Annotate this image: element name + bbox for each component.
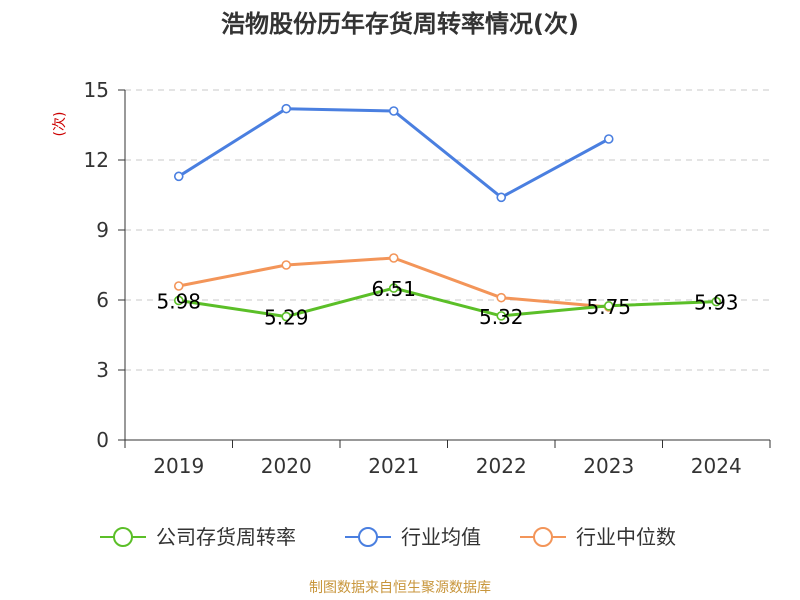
data-point [388,283,399,293]
chart-title: 浩物股份历年存货周转率情况(次) [221,10,579,38]
data-label: 5.93 [694,291,739,315]
y-tick-label: 0 [96,428,109,452]
x-tick-label: 2024 [691,454,742,478]
data-label: 5.29 [264,306,309,330]
data-point [496,192,507,203]
data-label: 5.75 [586,295,631,319]
y-tick-label: 6 [96,288,109,312]
data-point [281,260,292,270]
legend-swatch-marker [113,527,133,547]
data-point [173,281,184,291]
legend: 公司存货周转率 行业均值 行业中位数 [100,525,676,549]
data-point [388,253,399,263]
y-tick-label: 9 [96,218,109,242]
data-point [496,311,507,321]
data-label: 5.98 [156,289,201,313]
axes: 0 3 6 9 12 15 2019 2020 2021 2022 2023 2024 [84,78,771,478]
x-tick-label: 2022 [476,454,527,478]
data-label: 5.32 [479,305,524,329]
source-note: 制图数据来自恒生聚源数据库 [309,580,491,596]
data-point [388,106,399,116]
data-label: 6.51 [371,277,416,301]
legend-swatch-marker [358,527,378,547]
legend-label: 行业均值 [401,525,481,549]
legend-swatch-marker [533,527,553,547]
data-point [603,301,614,311]
data-point [281,103,292,114]
data-point [603,134,614,144]
x-tick-label: 2021 [368,454,419,478]
legend-label: 公司存货周转率 [156,525,296,549]
data-point [711,296,722,307]
data-point [281,311,292,322]
x-tick-label: 2019 [153,454,204,478]
legend-label: 行业中位数 [576,525,676,549]
data-point [173,295,184,306]
series-line [178,107,610,199]
y-tick-label: 3 [96,358,109,382]
data-point [496,292,507,303]
data-labels: 5.98 5.29 6.51 5.32 5.75 5.93 [156,277,738,329]
y-axis-label: (次) [52,112,68,137]
x-tick-label: 2023 [583,454,634,478]
x-tick-label: 2020 [261,454,312,478]
series-line [178,286,717,319]
y-tick-label: 12 [84,148,109,172]
data-point [173,171,184,182]
y-tick-label: 15 [84,78,109,102]
series-lines [173,103,722,322]
grid-lines [125,89,770,371]
